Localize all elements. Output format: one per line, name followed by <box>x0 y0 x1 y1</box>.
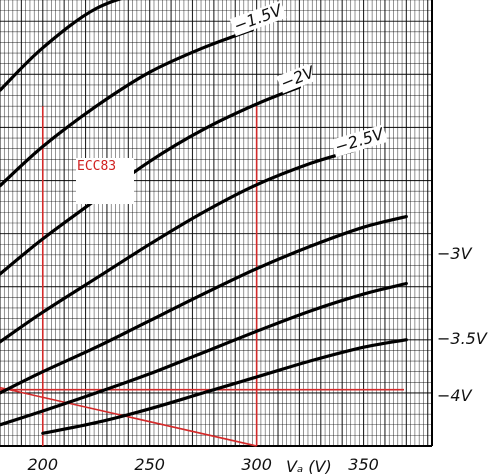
chart-title-group: ECC83 <box>76 158 134 204</box>
x-tick-labels: 200 250 300 350 <box>27 455 378 474</box>
side-grid-label: −3V <box>437 244 473 263</box>
series-curve <box>0 215 408 395</box>
series-curve <box>0 85 301 276</box>
series-curve <box>0 281 408 427</box>
series-curve <box>41 338 408 435</box>
x-axis-label: Vₐ (V) <box>286 457 332 474</box>
grid-major <box>0 0 432 447</box>
chart-title-box <box>76 158 134 204</box>
side-grid-label: −4V <box>437 386 473 405</box>
curve-label-background <box>330 124 388 158</box>
chart-title: ECC83 <box>77 159 116 174</box>
side-labels: −3V −3.5V −4V <box>437 244 488 405</box>
red-load-line <box>0 386 257 447</box>
curves <box>0 0 408 435</box>
curve-label-background <box>229 0 287 37</box>
red-overlay <box>0 106 404 447</box>
series-curve <box>0 0 123 92</box>
x-tick-label: 200 <box>27 455 58 474</box>
x-tick-label: 350 <box>348 455 379 474</box>
plot-frame <box>0 0 433 447</box>
curve-label: −2.5V <box>333 124 387 157</box>
series-curve <box>0 28 254 188</box>
side-grid-label: −3.5V <box>437 329 488 348</box>
series-curve <box>0 149 355 344</box>
x-tick-label: 300 <box>241 455 272 474</box>
x-tick-label: 250 <box>134 455 165 474</box>
curve-label-background <box>276 64 315 94</box>
